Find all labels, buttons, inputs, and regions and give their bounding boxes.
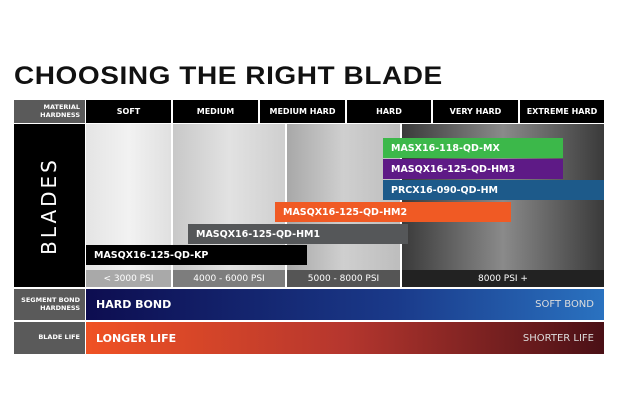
- blade-bar: MASQX16-125-QD-KP: [86, 245, 307, 265]
- hardness-medium-hard: MEDIUM HARD: [260, 100, 345, 123]
- hardness-medium: MEDIUM: [173, 100, 258, 123]
- blade-bar: MASX16-118-QD-MX: [383, 138, 563, 158]
- blade-bar: MASQX16-125-QD-HM2: [275, 202, 511, 222]
- page-title: CHOOSING THE RIGHT BLADE: [14, 62, 443, 90]
- blades-label: BLADES: [37, 157, 61, 255]
- bond-label: SEGMENT BOND HARDNESS: [14, 289, 85, 320]
- psi-hard: 8000 PSI +: [402, 270, 604, 287]
- life-scale: LONGER LIFE SHORTER LIFE: [86, 322, 604, 354]
- hardness-soft: SOFT: [86, 100, 171, 123]
- material-hardness-label: MATERIAL HARDNESS: [14, 100, 85, 123]
- life-right: SHORTER LIFE: [522, 332, 594, 344]
- blade-bar: PRCX16-090-QD-HM: [383, 180, 604, 200]
- psi-medium: 4000 - 6000 PSI: [173, 270, 285, 287]
- blade-bar: MASQX16-125-QD-HM1: [188, 224, 408, 244]
- hardness-extreme-hard: EXTREME HARD: [520, 100, 604, 123]
- bond-right: SOFT BOND: [535, 299, 594, 310]
- bond-left: HARD BOND: [96, 298, 172, 311]
- hardness-very-hard: VERY HARD: [433, 100, 518, 123]
- blade-bar: MASQX16-125-QD-HM3: [383, 159, 563, 179]
- psi-soft: < 3000 PSI: [86, 270, 171, 287]
- hardness-hard: HARD: [347, 100, 431, 123]
- life-left: LONGER LIFE: [96, 331, 177, 345]
- blades-label-cell: BLADES: [14, 124, 85, 287]
- psi-medium-hard: 5000 - 8000 PSI: [287, 270, 400, 287]
- bond-scale: HARD BOND SOFT BOND: [86, 289, 604, 320]
- life-label: BLADE LIFE: [14, 322, 85, 354]
